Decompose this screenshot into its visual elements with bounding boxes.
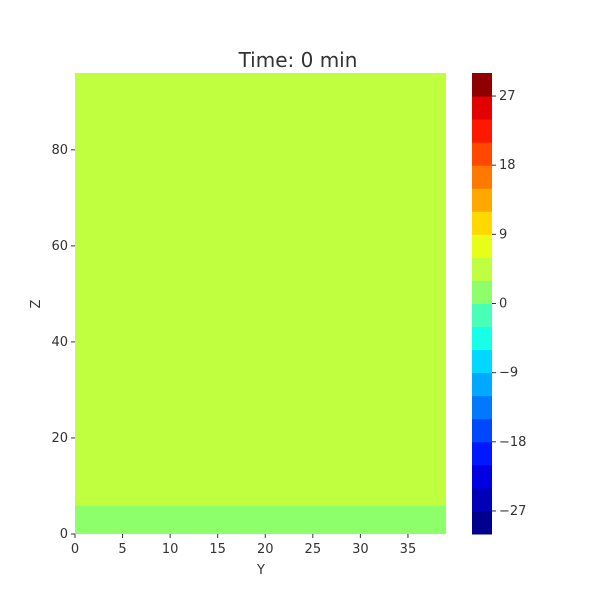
y-tick-label-1: 20 bbox=[51, 431, 68, 446]
y-tick-label-0: 0 bbox=[60, 527, 68, 542]
colorbar: −27 −18 −9 0 9 18 27 bbox=[472, 73, 526, 535]
colorbar-segment-11 bbox=[472, 257, 492, 281]
colorbar-segment-18 bbox=[472, 96, 492, 120]
colorbar-segment-15 bbox=[472, 165, 492, 189]
colorbar-segment-6 bbox=[472, 372, 492, 397]
colorbar-segment-1 bbox=[472, 487, 492, 512]
colorbar-segment-5 bbox=[472, 395, 492, 420]
colorbar-segment-12 bbox=[472, 234, 492, 258]
y-tick-label-3: 60 bbox=[51, 239, 68, 254]
colorbar-segment-8 bbox=[472, 326, 492, 351]
colorbar-segment-14 bbox=[472, 188, 492, 212]
x-tick-label-7: 35 bbox=[400, 542, 417, 557]
x-tick-label-0: 0 bbox=[71, 542, 79, 557]
colorbar-segment-16 bbox=[472, 142, 492, 166]
y-tick-label-4: 80 bbox=[51, 143, 68, 158]
colorbar-segment-4 bbox=[472, 418, 492, 443]
colorbar-segment-13 bbox=[472, 211, 492, 235]
colorbar-tick-label-0: −27 bbox=[499, 504, 526, 519]
colorbar-segment-3 bbox=[472, 441, 492, 466]
colorbar-tick-label-3: 0 bbox=[499, 297, 507, 312]
colorbar-segment-10 bbox=[472, 280, 492, 304]
plot-area bbox=[75, 73, 446, 534]
colorbar-segment-0 bbox=[472, 510, 492, 535]
colorbar-segment-2 bbox=[472, 464, 492, 489]
x-tick-label-6: 30 bbox=[352, 542, 369, 557]
y-tick-label-2: 40 bbox=[51, 335, 68, 350]
colorbar-tick-label-2: −9 bbox=[499, 366, 518, 381]
colorbar-tick-label-4: 9 bbox=[499, 227, 507, 242]
x-tick-label-3: 15 bbox=[209, 542, 226, 557]
colorbar-tick-label-6: 27 bbox=[499, 89, 516, 104]
heatmap-region-0 bbox=[75, 505, 446, 534]
x-tick-label-4: 20 bbox=[257, 542, 274, 557]
heatmap-region-1 bbox=[75, 73, 446, 506]
colorbar-tick-label-5: 18 bbox=[499, 158, 516, 173]
x-tick-label-5: 25 bbox=[305, 542, 322, 557]
colorbar-segment-9 bbox=[472, 303, 492, 328]
colorbar-tick-label-1: −18 bbox=[499, 435, 526, 450]
colorbar-segment-19 bbox=[472, 73, 492, 97]
y-axis: 0 20 40 60 80 bbox=[51, 143, 75, 542]
x-tick-label-1: 5 bbox=[118, 542, 126, 557]
colorbar-segment-17 bbox=[472, 119, 492, 143]
y-axis-label: Z bbox=[29, 299, 44, 308]
x-axis-label: Y bbox=[256, 563, 265, 578]
chart-title: Time: 0 min bbox=[238, 48, 358, 72]
colorbar-segment-7 bbox=[472, 349, 492, 374]
x-tick-label-2: 10 bbox=[162, 542, 179, 557]
x-axis: 0 5 10 15 20 25 30 35 bbox=[71, 534, 416, 557]
